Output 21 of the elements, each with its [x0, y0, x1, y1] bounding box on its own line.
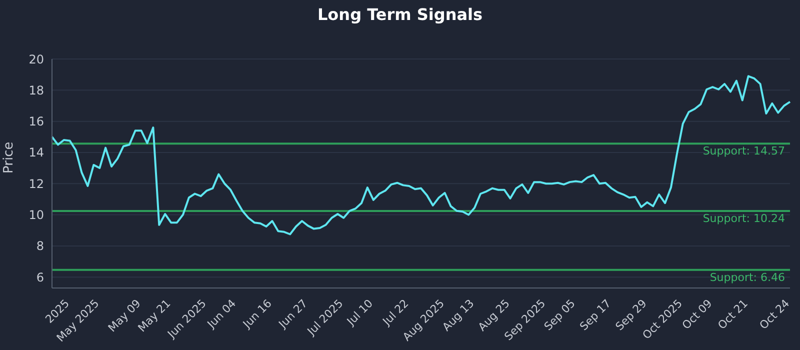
line-series — [51, 75, 791, 236]
x-tick-label: Sep 17 — [577, 296, 614, 334]
chart-title: Long Term Signals — [316, 4, 484, 26]
y-tick-label: 16 — [28, 114, 44, 129]
x-tick-label: Jul 22 — [380, 296, 412, 329]
x-tick-label: Oct 21 — [715, 296, 750, 332]
y-tick-label: 10 — [28, 208, 44, 222]
y-tick-label: 20 — [28, 52, 44, 66]
y-tick-label: 12 — [28, 176, 44, 191]
ref-line-label: Support: 14.57 — [702, 144, 785, 158]
y-tick-label: 8 — [36, 239, 44, 254]
ref-line-label: Support: 6.46 — [710, 270, 785, 284]
x-tick-label: Jul 10 — [344, 296, 376, 329]
y-tick-label: 18 — [28, 83, 44, 98]
x-tick-label: Oct 24 — [757, 296, 792, 332]
y-tick-label: 6 — [36, 270, 44, 284]
x-tick-label: Jun 04 — [204, 296, 239, 332]
ref-line-label: Support: 10.24 — [702, 212, 785, 226]
y-tick-label: 14 — [28, 146, 44, 160]
x-tick-label: Jun 16 — [240, 296, 274, 332]
y-axis-title: Price — [2, 142, 17, 174]
